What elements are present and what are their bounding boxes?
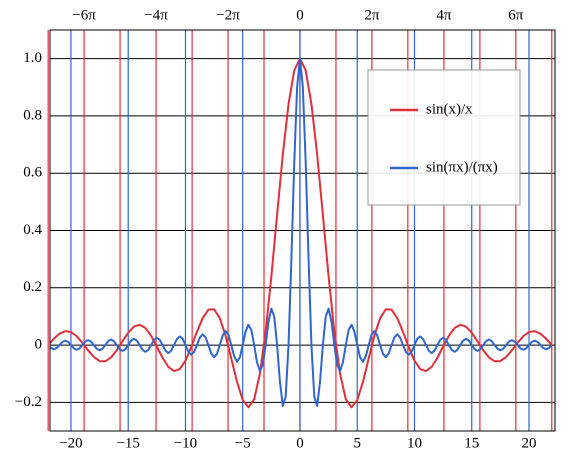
x2-tick-label: 4π (436, 7, 452, 23)
legend: sin(x)/x sin(πx)/(πx) (367, 69, 521, 206)
y-tick-label: 0.2 (23, 279, 42, 295)
x-tick-label: 5 (353, 435, 361, 451)
x2-tick-label: −2π (216, 7, 240, 23)
x-tick-label: 15 (464, 435, 479, 451)
y-tick-label: 1.0 (23, 50, 42, 66)
y-tick-label: 0.6 (23, 165, 42, 181)
x-tick-label: 0 (296, 435, 304, 451)
x-tick-label: 10 (407, 435, 422, 451)
legend-label: sin(x)/x (426, 101, 473, 117)
x-tick-label: −15 (116, 435, 139, 451)
plot-frame (49, 29, 556, 432)
y-tick-label: 0.8 (23, 107, 42, 123)
y-tick-label: 0 (35, 337, 43, 353)
x-tick-label: 20 (522, 435, 537, 451)
legend-label: sin(πx)/(πx) (426, 159, 498, 175)
x2-tick-label: −4π (144, 7, 168, 23)
y-tick-label: 0.4 (23, 222, 42, 238)
y-tick-label: −0.2 (15, 394, 42, 410)
axis-labels: −0.2 0 0.2 0.4 0.6 0.8 1.0 −6π −4π −2π 0 2π 4π 6π −20 −… (15, 7, 537, 451)
x2-tick-label: 2π (364, 7, 380, 23)
x2-tick-label: −6π (72, 7, 96, 23)
x2-tick-label: 6π (508, 7, 524, 23)
legend-box (367, 69, 521, 206)
x-tick-label: −10 (174, 435, 197, 451)
x-tick-label: −20 (59, 435, 82, 451)
grid (47, 30, 555, 431)
plot-area (50, 57, 553, 409)
x-tick-label: −5 (235, 435, 251, 451)
x2-tick-label: 0 (296, 7, 304, 23)
series-line (50, 57, 553, 407)
